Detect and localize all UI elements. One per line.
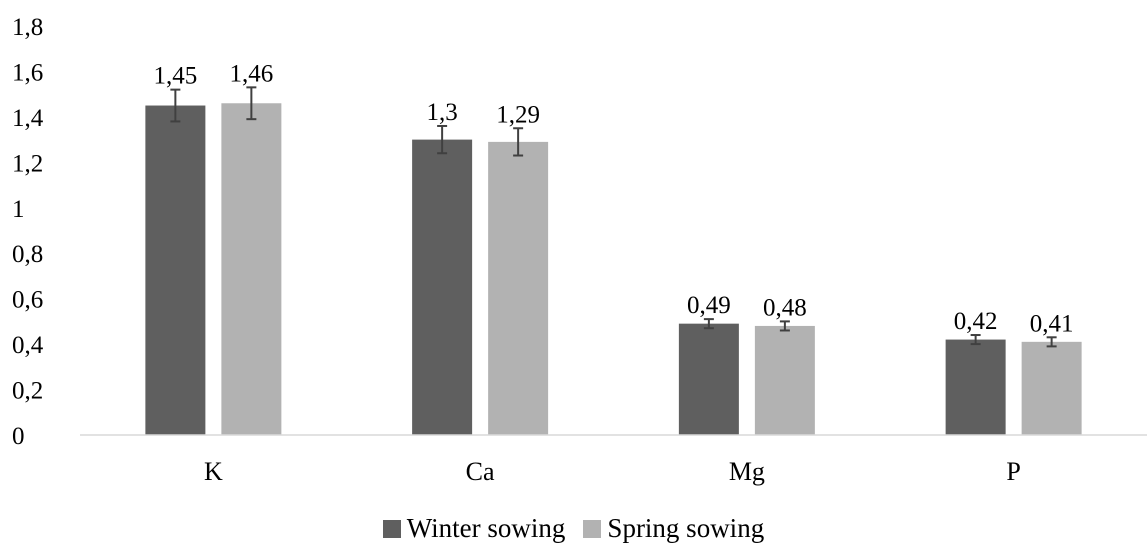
y-tick-label: 0	[12, 423, 25, 450]
bar	[145, 105, 206, 436]
bar	[945, 339, 1006, 435]
bar	[678, 323, 739, 435]
x-axis: K Ca Mg P	[204, 457, 1021, 486]
data-labels: 1,45 1,46 1,3 1,29 0,49 0,48 0,42 0,41	[154, 60, 1074, 337]
error-bars	[170, 86, 1057, 348]
x-tick-label: Ca	[466, 457, 495, 486]
legend: Winter sowing Spring sowing	[0, 512, 1147, 545]
data-label: 0,41	[1030, 310, 1074, 337]
y-tick-label: 0,4	[12, 332, 44, 359]
data-label: 1,45	[154, 63, 198, 90]
data-label: 1,29	[496, 101, 540, 128]
data-label: 1,3	[427, 99, 458, 126]
x-tick-label: K	[204, 457, 223, 486]
legend-label-spring: Spring sowing	[607, 513, 765, 543]
chart-area: 00,20,40,60,811,21,41,61,8 1,45 1,461,3 1,…	[12, 14, 1147, 486]
bar	[488, 141, 549, 435]
y-tick-label: 1,6	[12, 59, 43, 86]
data-label: 0,48	[763, 294, 807, 321]
bar	[1021, 341, 1082, 435]
y-tick-label: 1	[12, 196, 25, 223]
y-tick-label: 0,8	[12, 241, 43, 268]
y-tick-label: 1,4	[12, 105, 44, 132]
y-axis: 0 0,2 0,4 0,6 0,8 1 1,2 1,4 1,6 1,8	[12, 14, 44, 450]
legend-swatch-winter	[382, 519, 401, 538]
y-tick-label: 1,8	[12, 14, 43, 41]
bar	[412, 139, 473, 435]
legend-item-spring: Spring sowing	[583, 513, 764, 544]
bars	[145, 103, 1082, 436]
legend-swatch-spring	[583, 519, 602, 538]
x-tick-label: P	[1006, 457, 1020, 486]
bar	[221, 103, 282, 435]
y-tick-label: 0,6	[12, 287, 43, 314]
data-label: 0,49	[687, 292, 731, 319]
y-tick-label: 1,2	[12, 150, 43, 177]
data-label: 0,42	[954, 308, 998, 335]
bar	[754, 325, 815, 435]
data-label: 1,46	[230, 60, 274, 87]
y-tick-label: 0,2	[12, 378, 43, 405]
legend-label-winter: Winter sowing	[406, 513, 566, 543]
legend-item-winter: Winter sowing	[382, 513, 566, 544]
x-tick-label: Mg	[729, 457, 765, 486]
